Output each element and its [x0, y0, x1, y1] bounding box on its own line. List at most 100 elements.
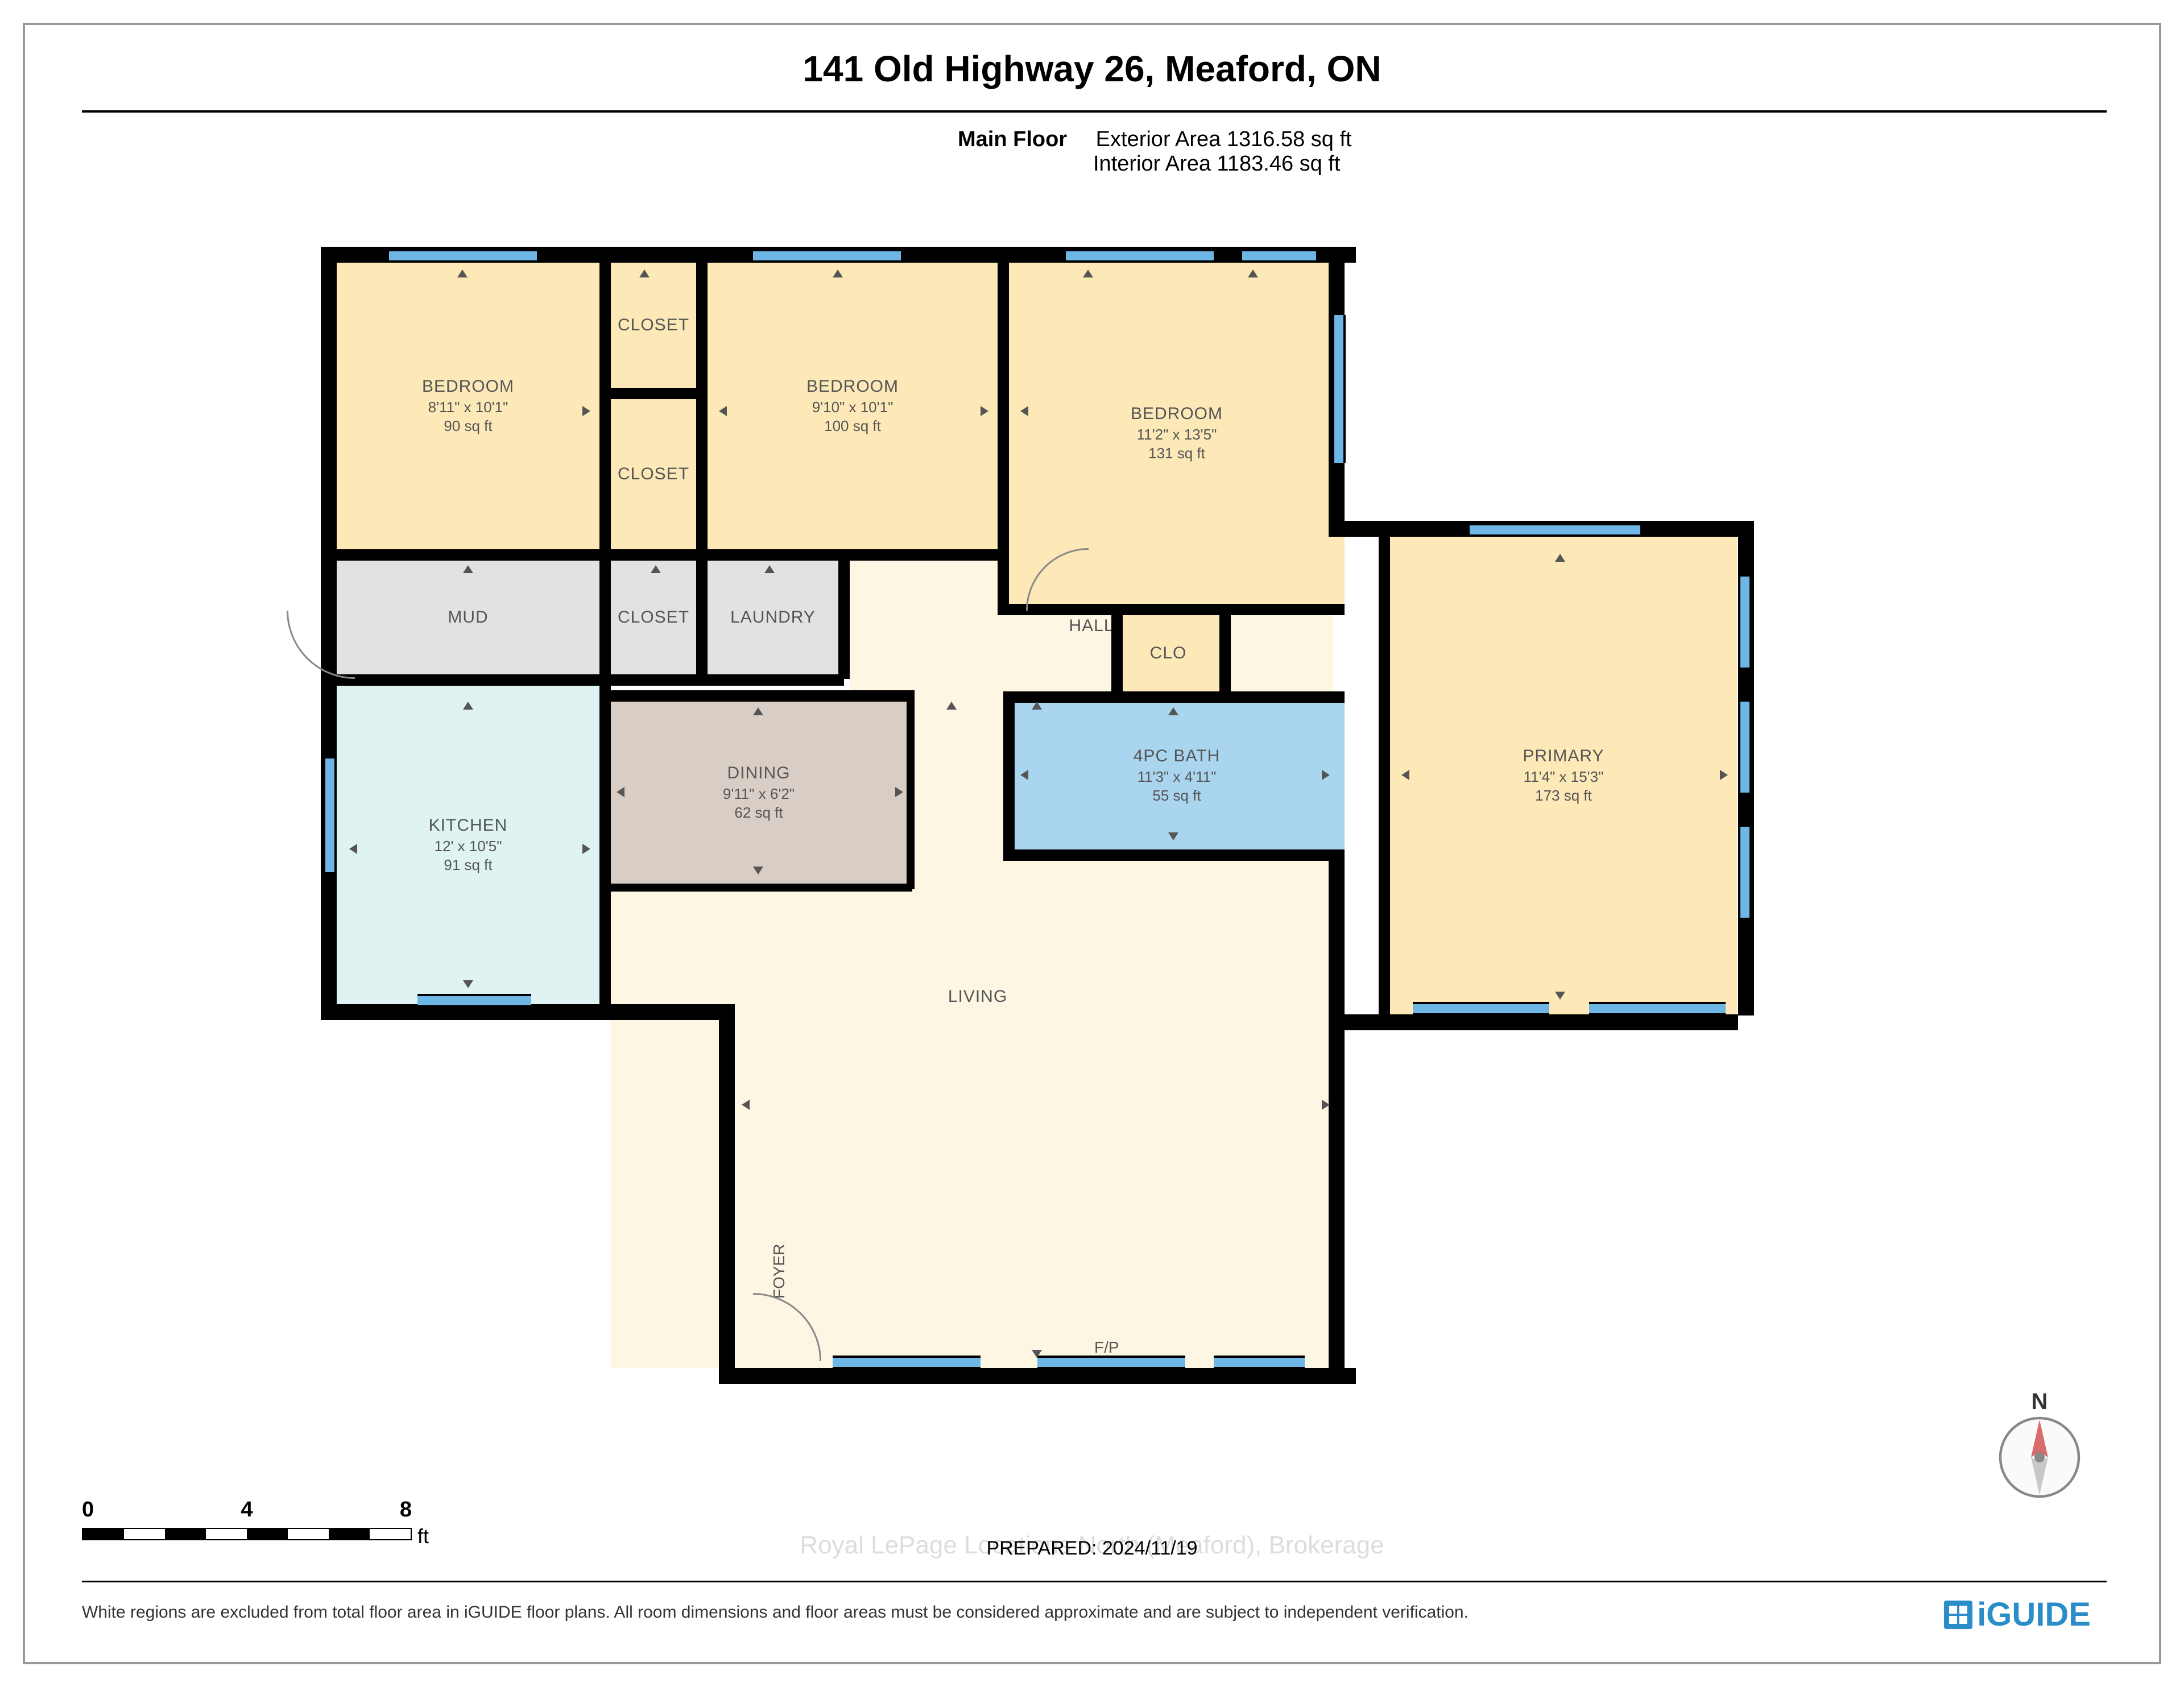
- room-laundry: LAUNDRY: [708, 561, 838, 674]
- dimension-arrow: [582, 844, 590, 854]
- room-clo: CLO: [1117, 615, 1219, 691]
- dimension-arrow: [753, 867, 763, 874]
- interior-wall: [998, 258, 1009, 615]
- dimension-arrow: [1720, 770, 1728, 780]
- dimension-arrow: [582, 406, 590, 416]
- window: [1738, 577, 1752, 668]
- dimension-arrow: [463, 702, 473, 710]
- dimension-arrow: [719, 406, 727, 416]
- title-rule: [82, 110, 2107, 113]
- interior-wall: [332, 549, 1003, 561]
- wall: [1329, 1014, 1738, 1030]
- window: [1738, 702, 1752, 793]
- room-closet_tl2: CLOSET: [611, 399, 696, 549]
- interior-wall: [1003, 691, 1345, 703]
- dimension-arrow: [639, 270, 650, 277]
- dimension-arrow: [1020, 406, 1028, 416]
- dimension-arrow: [1401, 770, 1409, 780]
- scale-mark-2: 8: [400, 1498, 412, 1522]
- disclaimer-text: White regions are excluded from total fl…: [82, 1603, 1469, 1622]
- room-bedroom1: BEDROOM8'11" x 10'1"90 sq ft: [337, 263, 599, 549]
- interior-wall: [838, 554, 850, 679]
- dimension-arrow: [349, 844, 357, 854]
- interior-wall: [599, 258, 611, 561]
- interior-wall: [605, 884, 912, 892]
- room-primary: PRIMARY11'4" x 15'3"173 sq ft: [1390, 537, 1737, 1014]
- dimension-arrow: [946, 702, 957, 710]
- dimension-arrow: [895, 787, 903, 797]
- dimension-arrow: [1020, 770, 1028, 780]
- window: [1066, 249, 1214, 263]
- property-title: 141 Old Highway 26, Meaford, ON: [25, 48, 2159, 90]
- dimension-arrow: [764, 565, 775, 573]
- interior-wall: [599, 554, 611, 679]
- room-kitchen: KITCHEN12' x 10'5"91 sq ft: [337, 686, 599, 1004]
- window: [1214, 1356, 1305, 1369]
- room-bedroom2: BEDROOM9'10" x 10'1"100 sq ft: [708, 263, 998, 549]
- iguide-logo: iGUIDE: [1944, 1595, 2091, 1634]
- room-closet_mid: CLOSET: [611, 561, 696, 674]
- dimension-arrow: [1322, 770, 1330, 780]
- room-bedroom3: BEDROOM11'2" x 13'5"131 sq ft: [1009, 263, 1345, 604]
- prepared-date: PREPARED: 2024/11/19: [25, 1537, 2159, 1560]
- room-dining: DINING9'11" x 6'2"62 sq ft: [611, 702, 907, 884]
- interior-wall: [605, 388, 702, 399]
- room-living_lower: [730, 1004, 1345, 1368]
- window: [753, 249, 901, 263]
- interior-wall: [1111, 611, 1123, 696]
- interior-wall: [332, 674, 844, 686]
- interior-wall: [1003, 849, 1345, 861]
- area-summary: Main Floor Exterior Area 1316.58 sq ft I…: [958, 127, 1352, 176]
- interior-wall: [907, 690, 915, 889]
- interior-wall: [1003, 691, 1015, 856]
- dimension-arrow: [753, 707, 763, 715]
- dimension-arrow: [742, 1100, 750, 1110]
- document-frame: 141 Old Highway 26, Meaford, ON Main Flo…: [23, 23, 2161, 1664]
- dimension-arrow: [1032, 1350, 1042, 1358]
- window: [1470, 523, 1640, 537]
- interior-area-label: Interior Area 1183.46 sq ft: [1093, 152, 1352, 176]
- window: [1738, 827, 1752, 918]
- compass-north-label: N: [1988, 1389, 2091, 1415]
- logo-text: iGUIDE: [1977, 1595, 2091, 1634]
- wall: [719, 1004, 735, 1379]
- dimension-arrow: [1248, 270, 1258, 277]
- window: [323, 758, 337, 872]
- room-bath: 4PC BATH11'3" x 4'11"55 sq ft: [1009, 702, 1345, 849]
- interior-wall: [696, 258, 708, 561]
- interior-wall: [599, 679, 611, 1009]
- dimension-arrow: [463, 565, 473, 573]
- wall: [1329, 1014, 1345, 1378]
- wall: [1329, 849, 1345, 1031]
- exterior-area-label: Exterior Area 1316.58 sq ft: [1096, 127, 1352, 151]
- window: [1242, 249, 1316, 263]
- dimension-arrow: [1083, 270, 1093, 277]
- interior-wall: [1379, 537, 1390, 1020]
- dimension-arrow: [1555, 554, 1565, 562]
- interior-wall: [1219, 611, 1231, 696]
- window: [1413, 1002, 1549, 1015]
- dimension-arrow: [463, 980, 473, 988]
- window: [1589, 1002, 1726, 1015]
- interior-wall: [605, 690, 912, 702]
- window: [389, 249, 537, 263]
- compass-icon: [1997, 1415, 2082, 1500]
- dimension-arrow: [1168, 832, 1178, 840]
- dimension-arrow: [1322, 1100, 1330, 1110]
- scale-mark-1: 4: [241, 1498, 253, 1522]
- logo-grid-icon: [1944, 1601, 1972, 1629]
- dimension-arrow: [1168, 707, 1178, 715]
- dimension-arrow: [457, 270, 468, 277]
- window: [833, 1356, 981, 1369]
- fireplace-label: F/P: [1094, 1338, 1119, 1357]
- dimension-arrow: [651, 565, 661, 573]
- compass: N: [1988, 1389, 2091, 1514]
- window: [1332, 315, 1346, 463]
- room-closet_tl: CLOSET: [611, 263, 696, 388]
- dimension-arrow: [1032, 702, 1042, 710]
- scale-mark-0: 0: [82, 1498, 94, 1522]
- dimension-arrow: [1555, 992, 1565, 1000]
- window: [1037, 1356, 1185, 1369]
- dimension-arrow: [617, 787, 624, 797]
- dimension-arrow: [833, 270, 843, 277]
